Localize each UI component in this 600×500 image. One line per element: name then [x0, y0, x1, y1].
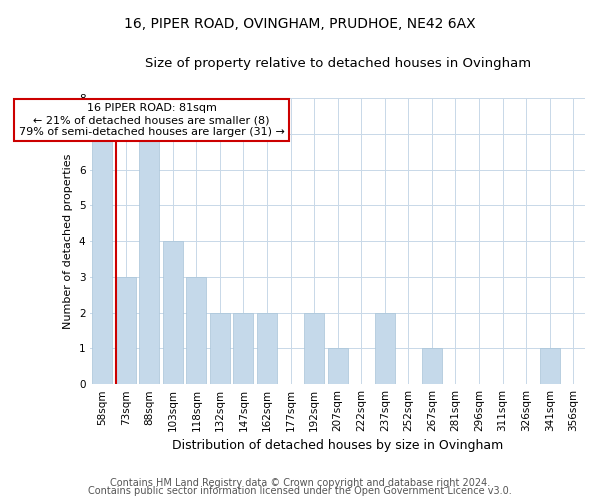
Text: 16, PIPER ROAD, OVINGHAM, PRUDHOE, NE42 6AX: 16, PIPER ROAD, OVINGHAM, PRUDHOE, NE42 … [124, 18, 476, 32]
Text: 16 PIPER ROAD: 81sqm
← 21% of detached houses are smaller (8)
79% of semi-detach: 16 PIPER ROAD: 81sqm ← 21% of detached h… [19, 104, 284, 136]
X-axis label: Distribution of detached houses by size in Ovingham: Distribution of detached houses by size … [172, 440, 503, 452]
Title: Size of property relative to detached houses in Ovingham: Size of property relative to detached ho… [145, 58, 531, 70]
Bar [539, 348, 560, 384]
Bar [139, 134, 159, 384]
Bar [233, 312, 253, 384]
Bar [210, 312, 230, 384]
Text: Contains HM Land Registry data © Crown copyright and database right 2024.: Contains HM Land Registry data © Crown c… [110, 478, 490, 488]
Bar [187, 277, 206, 384]
Y-axis label: Number of detached properties: Number of detached properties [64, 154, 73, 329]
Bar [92, 134, 112, 384]
Bar [328, 348, 347, 384]
Bar [116, 277, 136, 384]
Bar [422, 348, 442, 384]
Text: Contains public sector information licensed under the Open Government Licence v3: Contains public sector information licen… [88, 486, 512, 496]
Bar [163, 241, 183, 384]
Bar [375, 312, 395, 384]
Bar [257, 312, 277, 384]
Bar [304, 312, 324, 384]
